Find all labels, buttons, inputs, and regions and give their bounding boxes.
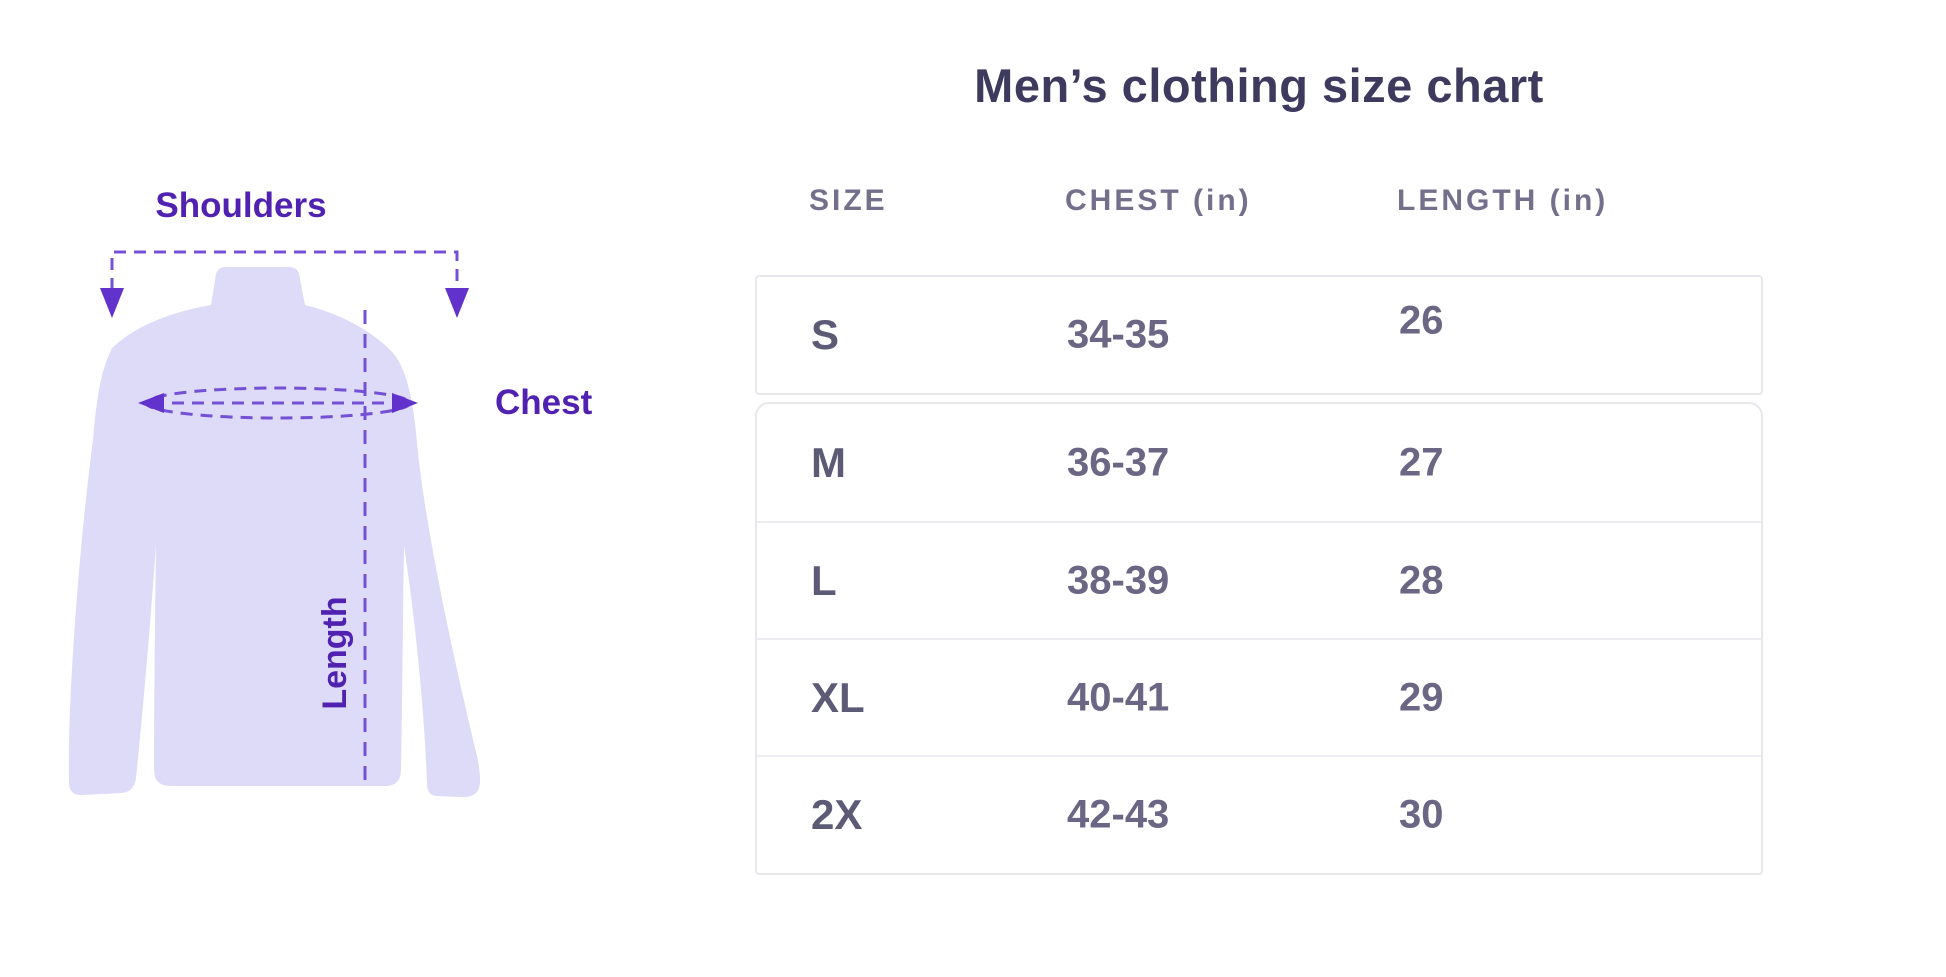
shirt-silhouette bbox=[68, 267, 481, 798]
table-row: S 34-35 26 bbox=[757, 277, 1761, 393]
table-row-group-bottom: M 36-37 27 L 38-39 28 XL 40-41 29 2X 42-… bbox=[755, 402, 1763, 875]
shoulders-arrow-left-icon bbox=[100, 288, 124, 318]
shoulders-measure-line bbox=[110, 250, 459, 290]
length-cell: 29 bbox=[1399, 675, 1444, 719]
column-header-chest: CHEST (in) bbox=[1065, 184, 1252, 217]
length-cell: 27 bbox=[1399, 440, 1444, 484]
chest-label: Chest bbox=[495, 383, 593, 422]
page-title: Men’s clothing size chart bbox=[974, 59, 1544, 112]
shoulders-arrow-right-icon bbox=[445, 288, 469, 318]
size-cell: 2X bbox=[811, 790, 863, 838]
chest-cell: 40-41 bbox=[1067, 675, 1170, 719]
chest-arrow-right-icon bbox=[392, 393, 418, 413]
shirt-measurement-diagram: Shoulders Chest Length bbox=[40, 140, 660, 860]
chest-cell: 36-37 bbox=[1067, 440, 1170, 484]
chest-cell: 42-43 bbox=[1067, 792, 1170, 836]
length-cell: 26 bbox=[1399, 298, 1444, 343]
shoulders-label: Shoulders bbox=[155, 186, 327, 225]
length-cell: 30 bbox=[1399, 792, 1444, 836]
table-header-row: SIZE CHEST (in) LENGTH (in) bbox=[755, 184, 1763, 222]
column-header-length: LENGTH (in) bbox=[1397, 184, 1609, 217]
table-row: XL 40-41 29 bbox=[757, 638, 1761, 755]
column-header-size: SIZE bbox=[809, 184, 888, 217]
table-row: L 38-39 28 bbox=[757, 521, 1761, 638]
chest-cell: 34-35 bbox=[1067, 312, 1170, 357]
size-cell: S bbox=[811, 311, 840, 358]
size-cell: L bbox=[811, 556, 837, 604]
length-cell: 28 bbox=[1399, 558, 1444, 602]
length-label: Length bbox=[316, 596, 354, 710]
chest-arrow-left-icon bbox=[138, 393, 164, 413]
size-cell: XL bbox=[811, 673, 865, 721]
table-row-group-top: S 34-35 26 bbox=[755, 275, 1763, 395]
size-cell: M bbox=[811, 438, 846, 486]
table-row: 2X 42-43 30 bbox=[757, 755, 1761, 872]
shirt-diagram-canvas bbox=[68, 250, 481, 798]
chest-cell: 38-39 bbox=[1067, 558, 1170, 602]
table-row: M 36-37 27 bbox=[757, 404, 1761, 521]
